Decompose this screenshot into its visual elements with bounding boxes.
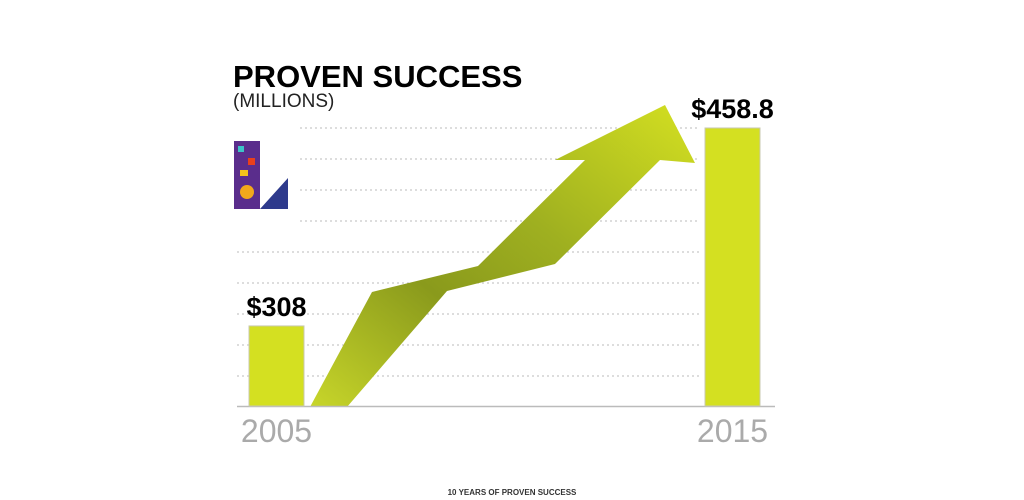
growth-arrow	[310, 105, 695, 407]
chart-title: PROVEN SUCCESS	[233, 59, 522, 94]
x-tick-label: 2005	[241, 413, 312, 449]
value-label: $308	[246, 292, 306, 322]
logo	[234, 141, 288, 209]
bar	[704, 127, 761, 407]
value-label: $458.8	[691, 94, 774, 124]
footer: 10 YEARS OF PROVEN SUCCESS	[448, 488, 577, 497]
chart-subtitle: (MILLIONS)	[233, 91, 334, 112]
bar	[248, 325, 305, 407]
grid-decoration	[237, 127, 700, 377]
x-tick-label: 2015	[697, 413, 768, 449]
